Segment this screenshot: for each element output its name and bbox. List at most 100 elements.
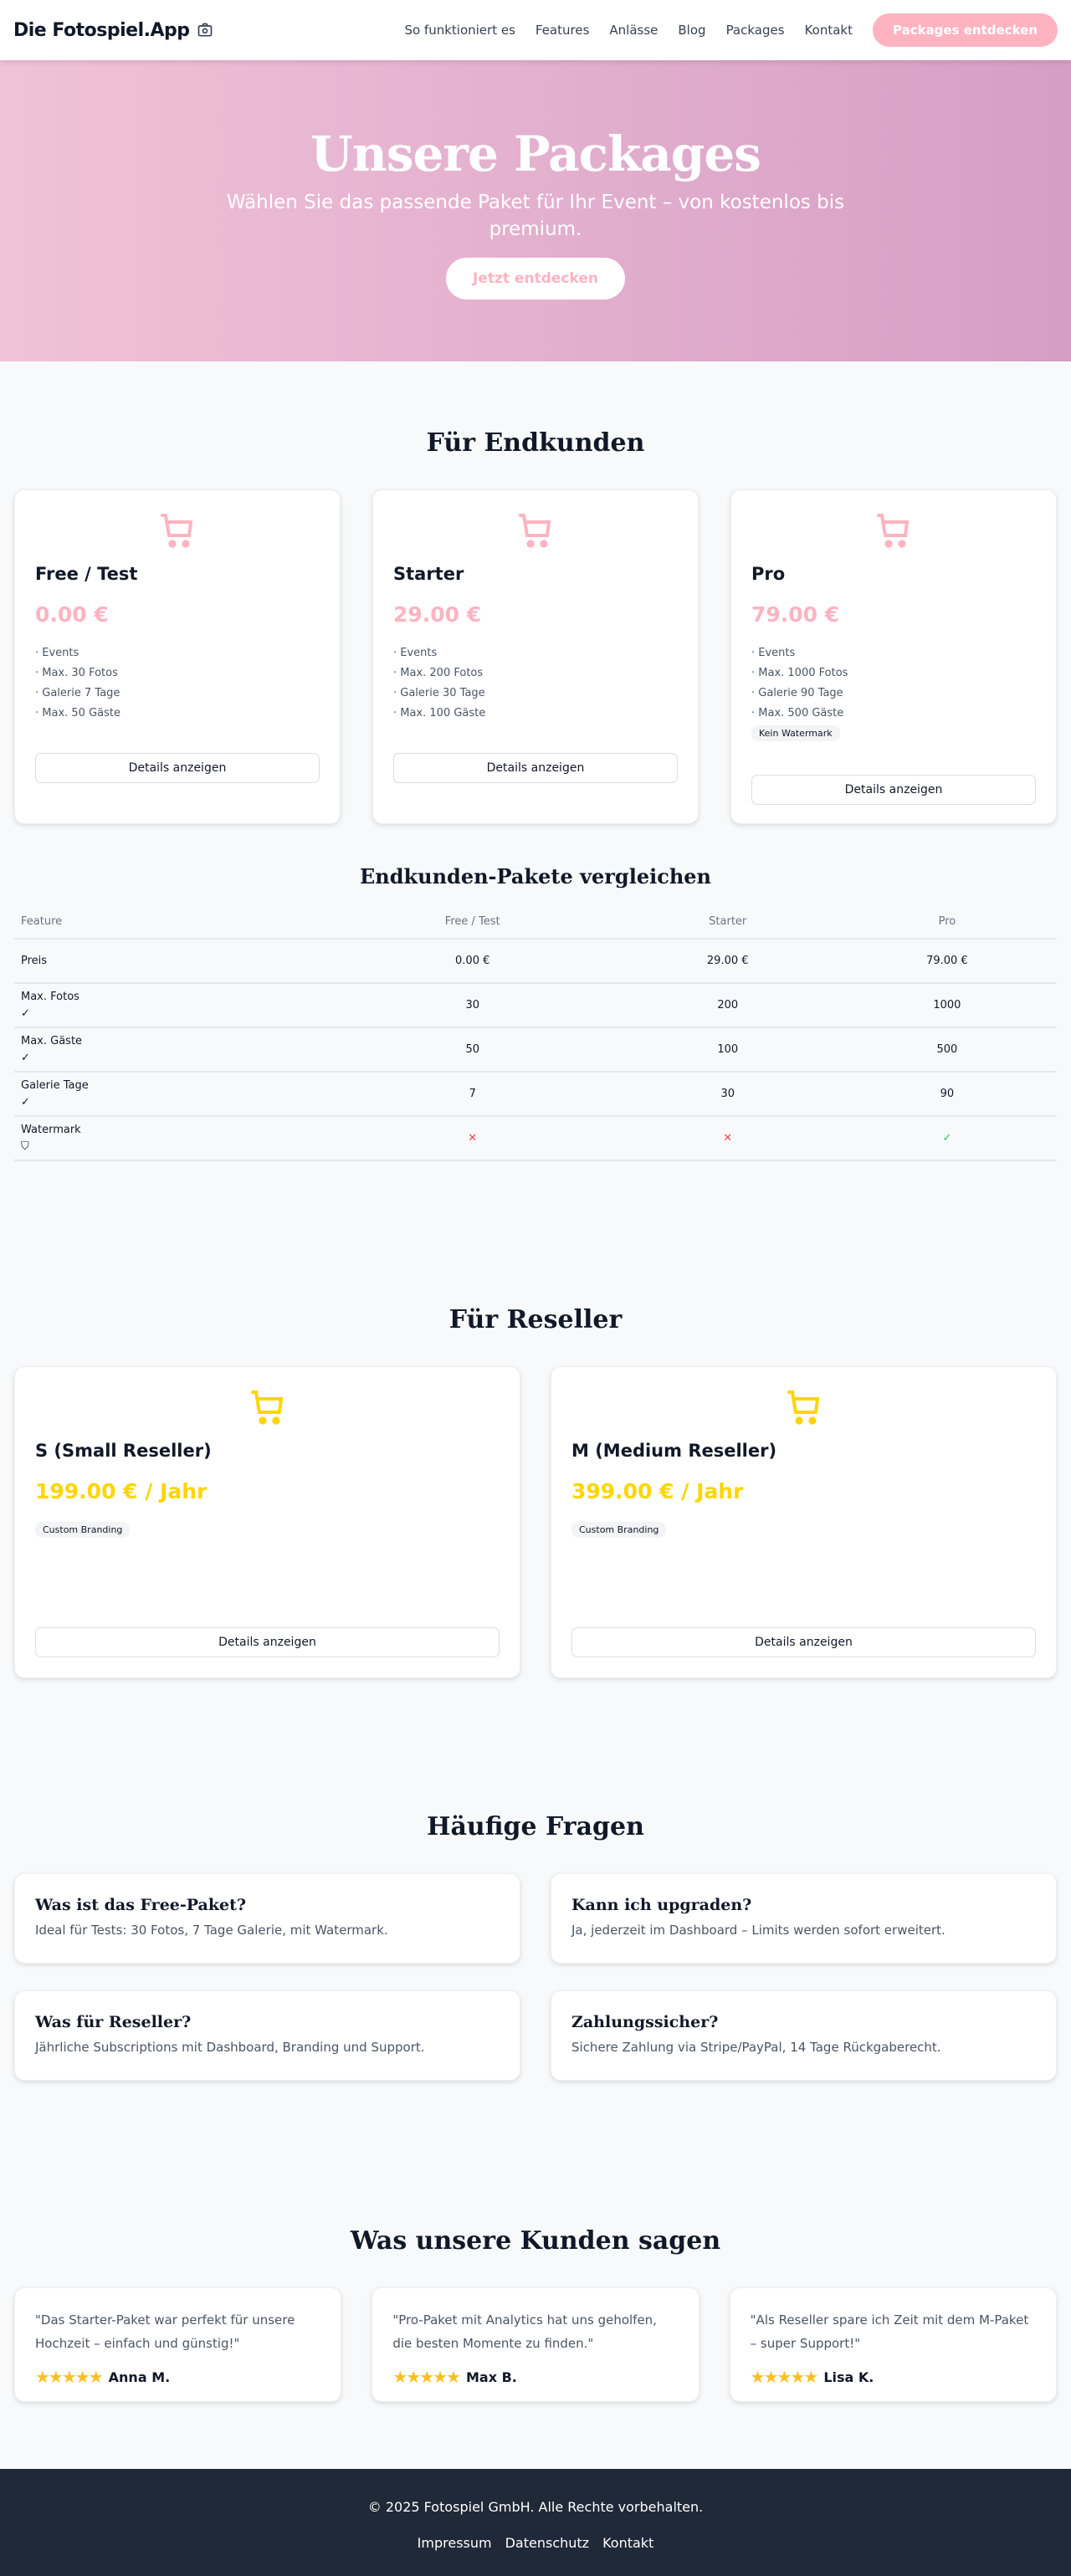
nav-link-how[interactable]: So funktioniert es (404, 23, 515, 38)
testimonial-card: "Das Starter-Paket war perfekt für unser… (14, 2287, 342, 2402)
cell-value: 30 (617, 1072, 838, 1117)
cell-value: ✕ (326, 1116, 618, 1161)
cart-icon (877, 514, 910, 548)
nav-link-features[interactable]: Features (535, 23, 590, 38)
cell-value: 500 (837, 1027, 1057, 1073)
cell-value: ✓ (837, 1116, 1057, 1161)
cell-value: 79.00 € (837, 939, 1057, 984)
package-badge: Custom Branding (571, 1522, 667, 1538)
table-row: Preis 0.00 €29.00 €79.00 € (14, 939, 1057, 984)
column-header: Feature (14, 905, 327, 940)
logo[interactable]: Die Fotospiel.App (13, 20, 213, 41)
table-row: Galerie Tage ✓ 7 30 90 (14, 1072, 1057, 1117)
packages-cta-button[interactable]: Packages entdecken (872, 13, 1058, 47)
row-label: Watermark (21, 1123, 81, 1136)
package-feature: · Galerie 30 Tage (393, 687, 485, 699)
faq-question: Was ist das Free-Paket? (35, 1896, 247, 1914)
testimonial-text: "Pro-Paket mit Analytics hat uns geholfe… (392, 2312, 657, 2351)
footer-link-datenschutz[interactable]: Datenschutz (505, 2535, 590, 2551)
details-button[interactable]: Details anzeigen (35, 753, 320, 783)
package-price: 29.00 € (393, 602, 482, 627)
table-row: Max. Fotos ✓ 30 200 1000 (14, 983, 1057, 1028)
top-nav: Die Fotospiel.App So funktioniert es Fea… (0, 0, 1071, 60)
row-label: Galerie Tage (21, 1078, 89, 1092)
reseller-card: S (Small Reseller) 199.00 € / Jahr Custo… (14, 1366, 520, 1678)
package-name: M (Medium Reseller) (571, 1441, 777, 1461)
faq-question: Was für Reseller? (35, 2013, 192, 2031)
details-button[interactable]: Details anzeigen (393, 753, 678, 783)
copyright: © 2025 Fotospiel GmbH. Alle Rechte vorbe… (367, 2499, 704, 2515)
package-name: Pro (751, 564, 786, 584)
cell-value: 1000 (837, 983, 1057, 1028)
compare-heading: Endkunden-Pakete vergleichen (360, 864, 711, 889)
cell-value: 200 (617, 983, 838, 1028)
cart-icon (787, 1390, 819, 1425)
testimonials-heading: Was unsere Kunden sagen (350, 2226, 721, 2256)
faq-answer: Ja, jederzeit im Dashboard – Limits werd… (571, 1923, 945, 1938)
package-feature: · Galerie 90 Tage (751, 687, 843, 699)
package-card: Free / Test 0.00 € · Events · Max. 30 Fot… (14, 489, 341, 824)
cart-icon (250, 1390, 283, 1425)
footer: © 2025 Fotospiel GmbH. Alle Rechte vorbe… (0, 2469, 1071, 2576)
details-button[interactable]: Details anzeigen (751, 775, 1036, 805)
testimonial-author: Lisa K. (823, 2369, 874, 2385)
hero-title: Unsere Packages (310, 125, 761, 182)
details-button[interactable]: Details anzeigen (571, 1627, 1036, 1657)
check-icon: ✓ (21, 1051, 30, 1064)
package-price: 79.00 € (751, 602, 840, 627)
faq-item: Kann ich upgraden? Ja, jederzeit im Dashb… (551, 1873, 1057, 1964)
package-card: Pro 79.00 € · Events · Max. 1000 Fotos · G… (730, 489, 1057, 824)
package-feature: · Max. 1000 Fotos (751, 667, 848, 679)
package-badge: Kein Watermark (751, 725, 840, 741)
row-label: Preis (21, 954, 48, 967)
logo-text: Die Fotospiel.App (13, 19, 190, 41)
testimonial-text: "Als Reseller spare ich Zeit mit dem M-P… (750, 2312, 1029, 2351)
testimonial-card: "Als Reseller spare ich Zeit mit dem M-P… (729, 2287, 1057, 2402)
hero-cta-button[interactable]: Jetzt entdecken (446, 258, 625, 300)
cell-value: 7 (326, 1072, 618, 1117)
package-feature: · Max. 50 Gäste (35, 707, 120, 720)
testimonial-card: "Pro-Paket mit Analytics hat uns geholfe… (372, 2287, 699, 2402)
package-feature: · Max. 100 Gäste (393, 707, 486, 720)
nav-link-packages[interactable]: Packages (725, 23, 785, 38)
compare-table: Feature Free / Test Starter Pro Preis 0.00 €… (14, 905, 1057, 1161)
cell-value: 29.00 € (617, 939, 838, 984)
row-label: Max. Fotos (21, 990, 79, 1003)
package-badge: Custom Branding (35, 1522, 131, 1538)
footer-link-impressum[interactable]: Impressum (417, 2535, 492, 2551)
shield-icon: ⛉ (21, 1139, 29, 1153)
column-header: Starter (617, 905, 838, 940)
package-name: Free / Test (35, 564, 138, 584)
testimonial-text: "Das Starter-Paket war perfekt für unser… (35, 2312, 295, 2351)
hero-subtitle: Wählen Sie das passende Paket für Ihr Ev… (226, 192, 845, 240)
cell-value: 50 (326, 1027, 618, 1073)
package-price: 0.00 € (35, 602, 109, 627)
package-feature: · Max. 500 Gäste (751, 707, 844, 720)
faq-question: Kann ich upgraden? (571, 1896, 752, 1914)
testimonial-author: Max B. (465, 2369, 517, 2385)
row-label: Max. Gäste (21, 1034, 83, 1047)
faq-item: Zahlungssicher? Sichere Zahlung via Strip… (551, 1990, 1057, 2081)
footer-link-kontakt[interactable]: Kontakt (602, 2535, 654, 2551)
details-button[interactable]: Details anzeigen (35, 1627, 500, 1657)
camera-icon (197, 23, 212, 37)
rating-stars-icon: ★★★★★ (750, 2367, 819, 2387)
package-price: 199.00 € / Jahr (35, 1479, 208, 1503)
cell-value: 0.00 € (326, 939, 618, 984)
package-feature: · Max. 200 Fotos (393, 667, 484, 679)
package-feature: · Events (751, 647, 796, 659)
faq-question: Zahlungssicher? (571, 2013, 719, 2031)
package-price: 399.00 € / Jahr (571, 1479, 744, 1503)
nav-link-occasions[interactable]: Anlässe (609, 23, 658, 38)
nav-link-contact[interactable]: Kontakt (804, 23, 853, 38)
testimonial-author: Anna M. (108, 2369, 171, 2385)
faq-item: Was für Reseller? Jährliche Subscriptions… (14, 1990, 520, 2081)
nav-link-blog[interactable]: Blog (678, 23, 706, 38)
rating-stars-icon: ★★★★★ (392, 2367, 461, 2387)
hero: Unsere Packages Wählen Sie das passende … (0, 60, 1071, 361)
rating-stars-icon: ★★★★★ (35, 2367, 104, 2387)
package-feature: · Galerie 7 Tage (35, 687, 120, 699)
column-header: Pro (837, 905, 1057, 940)
table-row: Max. Gäste ✓ 50 100 500 (14, 1027, 1057, 1073)
reseller-card: M (Medium Reseller) 399.00 € / Jahr Cust… (551, 1366, 1057, 1678)
